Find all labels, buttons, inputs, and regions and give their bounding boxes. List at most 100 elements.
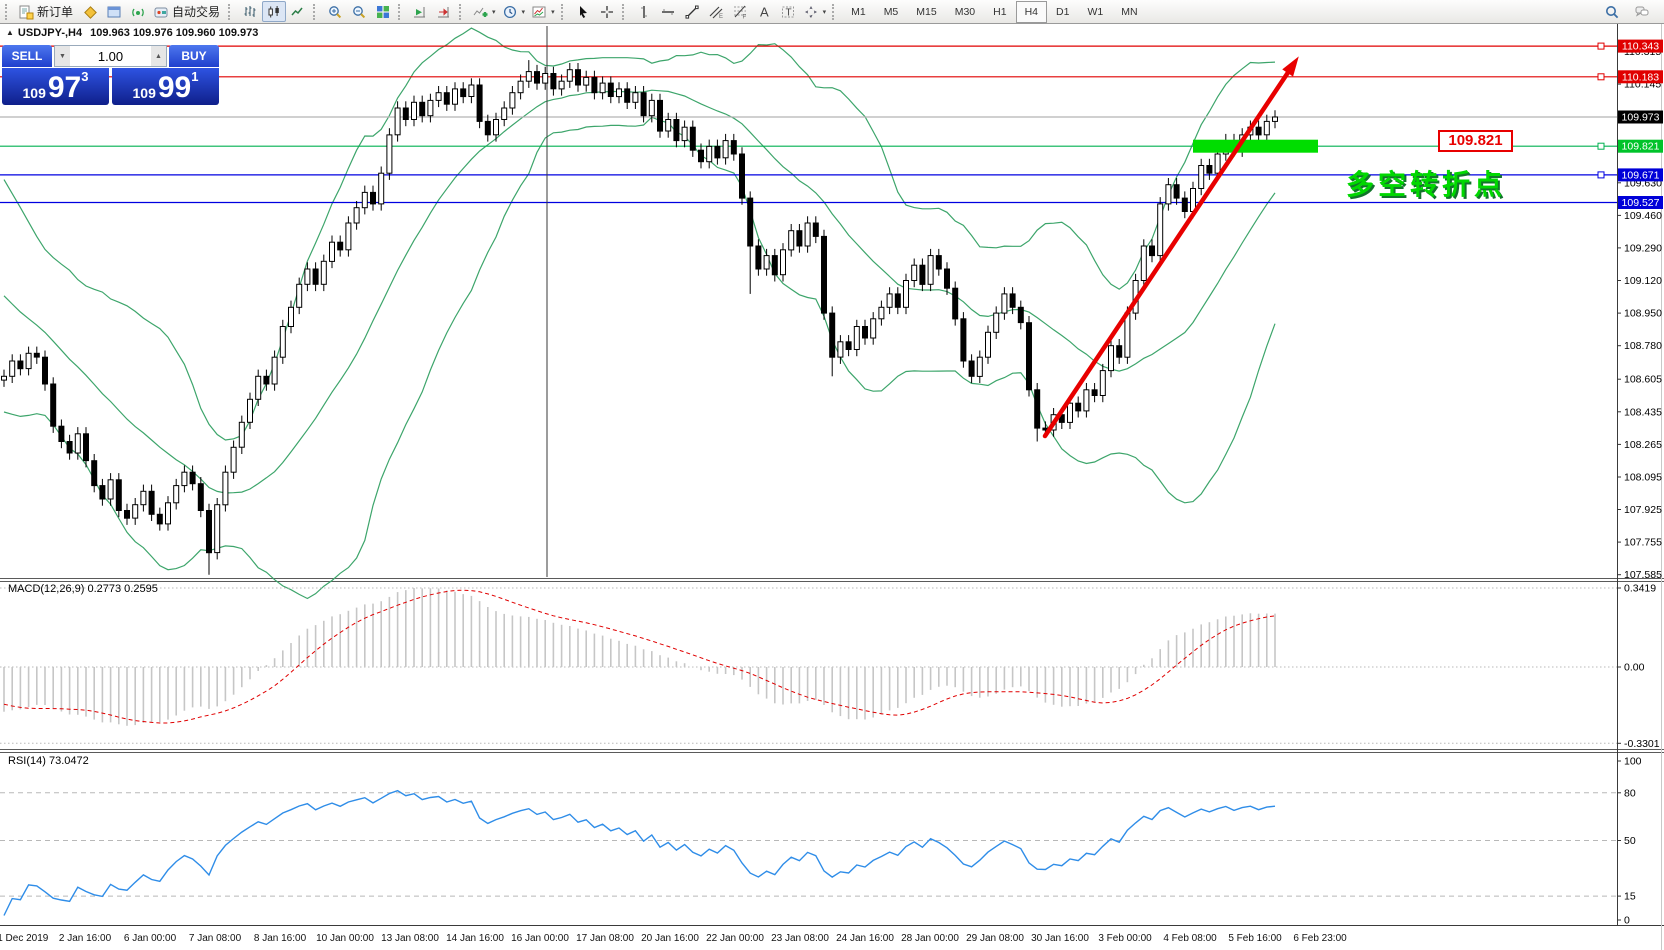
toolbar-drag-handle[interactable] — [459, 3, 466, 20]
svg-text:6 Feb 23:00: 6 Feb 23:00 — [1293, 933, 1347, 944]
svg-text:17 Jan 08:00: 17 Jan 08:00 — [576, 933, 634, 944]
svg-text:109.290: 109.290 — [1624, 242, 1662, 254]
arrows-icon — [804, 5, 817, 18]
fibonacci-button[interactable]: F — [728, 1, 752, 22]
autotrading-button[interactable]: 自动交易 — [150, 1, 225, 22]
rsi-indicator-label: RSI(14) 73.0472 — [8, 755, 89, 767]
horizontal-line-button[interactable] — [656, 1, 680, 22]
svg-text:29 Jan 08:00: 29 Jan 08:00 — [966, 933, 1024, 944]
svg-text:50: 50 — [1624, 835, 1636, 847]
svg-text:109.821: 109.821 — [1622, 141, 1660, 153]
gold-icon — [84, 5, 97, 19]
dropdown-arrow-icon[interactable]: ▾ — [492, 8, 496, 16]
sell-price[interactable]: 109 97 3 — [2, 68, 109, 105]
buy-price-pip: 1 — [191, 69, 199, 84]
vline-icon — [640, 5, 647, 18]
toolbar-drag-handle[interactable] — [313, 3, 320, 20]
candlestick-chart-button[interactable] — [262, 1, 287, 22]
timeframe-m30-button[interactable]: M30 — [954, 5, 976, 18]
text-label-button[interactable]: T — [776, 1, 800, 22]
cursor-button[interactable] — [571, 1, 595, 22]
chat-button[interactable] — [1630, 1, 1654, 22]
volume-up-icon[interactable]: ▲ — [151, 46, 166, 66]
svg-text:16 Jan 00:00: 16 Jan 00:00 — [511, 933, 569, 944]
toolbar-drag-handle[interactable] — [228, 3, 235, 20]
svg-text:13 Jan 08:00: 13 Jan 08:00 — [381, 933, 439, 944]
zoom-in-button[interactable] — [323, 1, 347, 22]
line-chart-button[interactable] — [286, 1, 310, 22]
svg-text:24 Jan 16:00: 24 Jan 16:00 — [836, 933, 894, 944]
svg-text:14 Jan 16:00: 14 Jan 16:00 — [446, 933, 504, 944]
indicators-button[interactable]: ▾ — [469, 1, 499, 22]
new-order-button[interactable]: 新订单 — [15, 1, 78, 22]
navigator-button[interactable] — [102, 1, 126, 22]
svg-text:6 Jan 00:00: 6 Jan 00:00 — [124, 933, 177, 944]
horizontal-level-lines — [0, 42, 1617, 204]
tile-windows-button[interactable] — [371, 1, 395, 22]
sell-button[interactable]: SELL — [2, 45, 52, 67]
timeframe-w1-button[interactable]: W1 — [1087, 5, 1104, 18]
search-button[interactable] — [1600, 1, 1624, 22]
dropdown-arrow-icon[interactable]: ▾ — [822, 8, 827, 16]
chart-shift-button[interactable] — [432, 1, 456, 22]
collapse-triangle-icon[interactable]: ▲ — [6, 28, 14, 37]
text-button[interactable]: A — [752, 1, 776, 22]
macd-grid — [0, 587, 1617, 744]
buy-price[interactable]: 109 99 1 — [112, 68, 219, 105]
template-icon — [532, 6, 546, 17]
crosshair-button[interactable] — [595, 1, 619, 22]
trend-arrow — [1042, 56, 1299, 439]
autoscroll-icon — [414, 6, 426, 17]
time-axis[interactable]: 31 Dec 2019 2 Jan 16:00 6 Jan 00:00 7 Jan 0… — [0, 933, 1347, 944]
svg-text:109.460: 109.460 — [1624, 210, 1662, 222]
timeframe-m5-button[interactable]: M5 — [883, 5, 899, 18]
trendline-icon — [685, 5, 699, 19]
text-icon: A — [760, 4, 769, 19]
svg-text:E: E — [719, 14, 723, 20]
svg-text:110.343: 110.343 — [1622, 41, 1659, 53]
volume-value[interactable]: 1.00 — [97, 48, 124, 64]
timeframe-h4-button[interactable]: H4 — [1015, 0, 1048, 23]
chart-canvas[interactable]: 110.315110.145109.630109.460109.290109.1… — [0, 24, 1664, 950]
indicator-axis: 0.3419 0.00 -0.3301 100 80 50 15 0 — [1617, 583, 1660, 927]
timeframe-h1-button[interactable]: H1 — [993, 5, 1007, 18]
timeframe-m15-button[interactable]: M15 — [916, 5, 937, 18]
toolbar-drag-handle[interactable] — [5, 3, 12, 20]
svg-text:20 Jan 16:00: 20 Jan 16:00 — [641, 933, 699, 944]
svg-text:31 Dec 2019: 31 Dec 2019 — [0, 933, 49, 944]
dropdown-arrow-icon[interactable]: ▾ — [521, 8, 526, 16]
svg-text:28 Jan 00:00: 28 Jan 00:00 — [901, 933, 959, 944]
data-window-button[interactable] — [126, 1, 150, 22]
toolbar-drag-handle[interactable] — [398, 3, 405, 20]
autotrade-icon — [154, 7, 168, 17]
volume-down-icon[interactable]: ▼ — [55, 46, 70, 66]
svg-text:108.605: 108.605 — [1624, 374, 1662, 386]
price-axis[interactable]: 110.315110.145109.630109.460109.290109.1… — [1617, 39, 1663, 582]
svg-text:107.925: 107.925 — [1624, 504, 1662, 516]
symbol-title: USDJPY-,H4 — [17, 27, 83, 39]
buy-button[interactable]: BUY — [169, 45, 219, 67]
volume-stepper[interactable]: ▼ 1.00 ▲ — [54, 45, 167, 67]
svg-text:T: T — [785, 7, 791, 18]
dropdown-arrow-icon[interactable]: ▾ — [551, 8, 555, 16]
toolbar-drag-handle[interactable] — [621, 3, 629, 20]
equidistant-channel-button[interactable]: E — [704, 1, 728, 22]
sell-price-handle: 109 — [22, 85, 46, 101]
timeframe-mn-button[interactable]: MN — [1121, 5, 1138, 18]
price-annotation-box: 109.821 — [1438, 130, 1513, 152]
auto-scroll-button[interactable] — [408, 1, 432, 22]
zoom-out-button[interactable] — [347, 1, 371, 22]
bar-chart-button[interactable] — [238, 1, 262, 22]
trendline-button[interactable] — [680, 1, 704, 22]
periods-button[interactable]: ▾ — [499, 1, 529, 22]
svg-text:7 Jan 08:00: 7 Jan 08:00 — [189, 933, 242, 944]
market-watch-button[interactable] — [78, 1, 102, 22]
timeframe-m1-button[interactable]: M1 — [851, 5, 866, 18]
templates-button[interactable]: ▾ — [528, 1, 558, 22]
timeframe-d1-button[interactable]: D1 — [1056, 5, 1070, 18]
arrows-button[interactable]: ▾ — [800, 1, 830, 22]
toolbar-drag-handle[interactable] — [560, 3, 568, 20]
vertical-line-button[interactable] — [632, 1, 656, 22]
one-click-trade-panel: SELL ▼ 1.00 ▲ BUY 109 97 3 109 99 1 — [2, 45, 219, 105]
linechart-icon — [291, 7, 303, 15]
